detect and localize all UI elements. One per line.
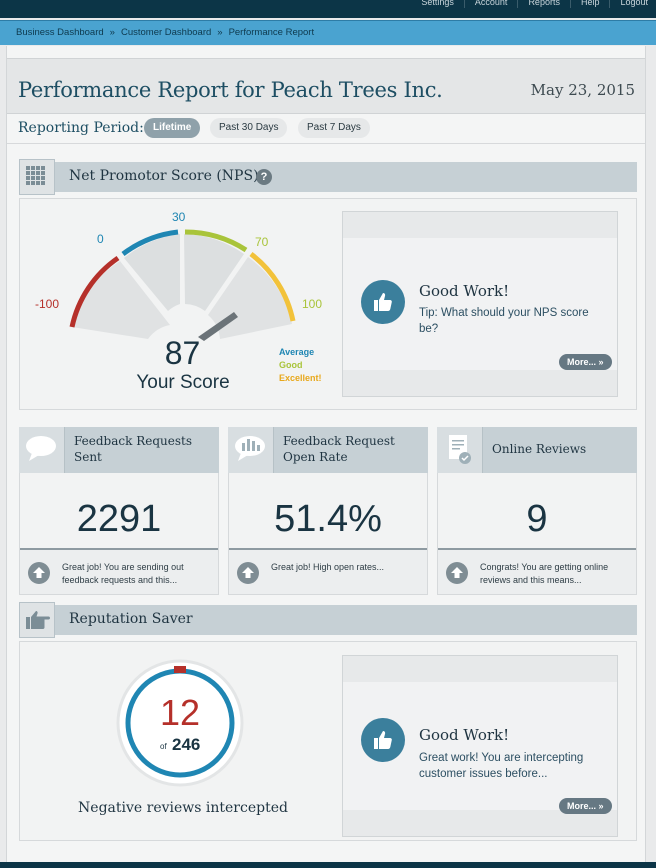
reputation-tip-text: Great work! You are intercepting custome… <box>419 752 584 780</box>
help-icon[interactable]: ? <box>256 169 272 185</box>
gauge-label-70: 70 <box>255 235 269 249</box>
footer-bar <box>0 862 656 868</box>
intercept-ring <box>116 659 244 787</box>
top-nav: Settings Account Reports Help Logout <box>411 0 648 8</box>
period-7-days-button[interactable]: Past 7 Days <box>298 118 370 138</box>
legend-average: Average <box>279 347 315 357</box>
stat-card-online-reviews: Online Reviews 9 Congrats! You are getti… <box>437 427 637 595</box>
thumbs-up-icon <box>361 718 405 762</box>
stat-card-open-rate: Feedback Request Open Rate 51.4% Great j… <box>228 427 428 595</box>
stat-label: Feedback Request Open Rate <box>283 434 395 464</box>
stat-label: Online Reviews <box>492 442 587 456</box>
reputation-section-header: Reputation Saver <box>19 602 637 638</box>
stat-value: 2291 <box>76 498 162 540</box>
speech-bubble-icon <box>19 427 65 473</box>
nps-tip-text: Tip: What should your NPS score be? <box>419 307 589 335</box>
reputation-tip-heading: Good Work! <box>419 726 510 744</box>
nps-section-header: Net Promotor Score (NPS) ? <box>19 159 637 195</box>
report-date: May 23, 2015 <box>530 81 635 99</box>
reporting-period-label: Reporting Period: <box>18 120 144 136</box>
nps-score-label: Your Score <box>136 372 230 393</box>
breadcrumb-bar: Business Dashboard » Customer Dashboard » Pe… <box>0 20 656 45</box>
stat-footer: Great job! High open rates... <box>229 548 427 594</box>
nav-reports[interactable]: Reports <box>518 0 571 8</box>
chart-bubble-icon <box>228 427 274 473</box>
intercept-of-label: of <box>160 742 167 751</box>
pointing-hand-icon <box>19 602 55 638</box>
nav-logout[interactable]: Logout <box>620 0 648 7</box>
reporting-period-bar: Reporting Period: Lifetime Past 30 Days … <box>7 114 645 144</box>
intercept-total: 246 <box>172 735 201 754</box>
breadcrumb-customer-dashboard[interactable]: Customer Dashboard <box>120 27 212 38</box>
legend-good: Good <box>279 360 303 370</box>
stat-value: 9 <box>526 498 548 540</box>
tip-strip-bottom <box>343 810 617 836</box>
up-arrow-icon[interactable] <box>446 562 468 584</box>
nps-tip-box: Good Work! Tip: What should your NPS sco… <box>342 211 618 397</box>
nps-score: 87 <box>164 335 201 371</box>
tip-strip-top <box>343 212 617 238</box>
grid-icon <box>19 159 55 195</box>
gauge-label-30: 30 <box>172 210 186 224</box>
gauge-label-minus100: -100 <box>35 297 60 311</box>
top-nav-bar: Settings Account Reports Help Logout <box>0 0 656 18</box>
stat-header: Online Reviews <box>437 427 637 473</box>
breadcrumb-separator: » <box>217 27 223 38</box>
stat-footer-text: Congrats! You are getting online reviews… <box>480 562 609 585</box>
stat-value: 51.4% <box>274 498 382 540</box>
period-30-days-button[interactable]: Past 30 Days <box>210 118 288 138</box>
nps-gauge <box>69 229 296 341</box>
tip-strip-bottom <box>343 370 617 396</box>
nps-tip-heading: Good Work! <box>419 282 510 300</box>
reputation-more-button[interactable]: More... » <box>559 798 612 814</box>
breadcrumb-business-dashboard[interactable]: Business Dashboard <box>16 27 104 38</box>
stat-label: Feedback Requests Sent <box>74 434 192 464</box>
up-arrow-icon[interactable] <box>28 562 50 584</box>
stat-footer-text: Great job! High open rates... <box>271 562 385 572</box>
gauge-label-100: 100 <box>302 297 323 311</box>
report-header: Performance Report for Peach Trees Inc. … <box>7 58 645 114</box>
breadcrumb: Business Dashboard » Customer Dashboard » Pe… <box>16 27 314 38</box>
intercepted-count: 12 <box>159 692 201 733</box>
intercept-caption: Negative reviews intercepted <box>78 800 288 816</box>
reputation-card: 12 of 246 Negative reviews intercepted G… <box>19 641 637 841</box>
stat-header: Feedback Requests Sent <box>19 427 219 473</box>
tip-strip-top <box>343 656 617 682</box>
document-check-icon <box>437 427 483 473</box>
stat-footer: Great job! You are sending out feedback … <box>20 548 218 594</box>
reputation-tip-box: Good Work! Great work! You are intercept… <box>342 655 618 837</box>
up-arrow-icon[interactable] <box>237 562 259 584</box>
stat-footer: Congrats! You are getting online reviews… <box>438 548 636 594</box>
nav-settings[interactable]: Settings <box>411 0 465 8</box>
nav-account[interactable]: Account <box>465 0 519 8</box>
thumbs-up-icon <box>361 280 405 324</box>
gauge-label-0: 0 <box>97 232 104 246</box>
stat-header: Feedback Request Open Rate <box>228 427 428 473</box>
period-lifetime-button[interactable]: Lifetime <box>144 118 201 138</box>
nav-help[interactable]: Help <box>571 0 611 8</box>
nps-card: -100 0 30 70 100 87 Your Score Average G… <box>19 198 637 410</box>
breadcrumb-performance-report: Performance Report <box>228 27 315 38</box>
page-title: Performance Report for Peach Trees Inc. <box>18 78 443 102</box>
nps-more-button[interactable]: More... » <box>559 354 612 370</box>
stat-footer-text: Great job! You are sending out feedback … <box>62 562 184 585</box>
reputation-title: Reputation Saver <box>69 611 193 627</box>
stat-card-requests-sent: Feedback Requests Sent 2291 Great job! Y… <box>19 427 219 595</box>
legend-excellent: Excellent! <box>279 373 322 383</box>
nps-title: Net Promotor Score (NPS) <box>69 168 259 184</box>
breadcrumb-separator: » <box>109 27 115 38</box>
report-panel: Performance Report for Peach Trees Inc. … <box>6 46 646 868</box>
